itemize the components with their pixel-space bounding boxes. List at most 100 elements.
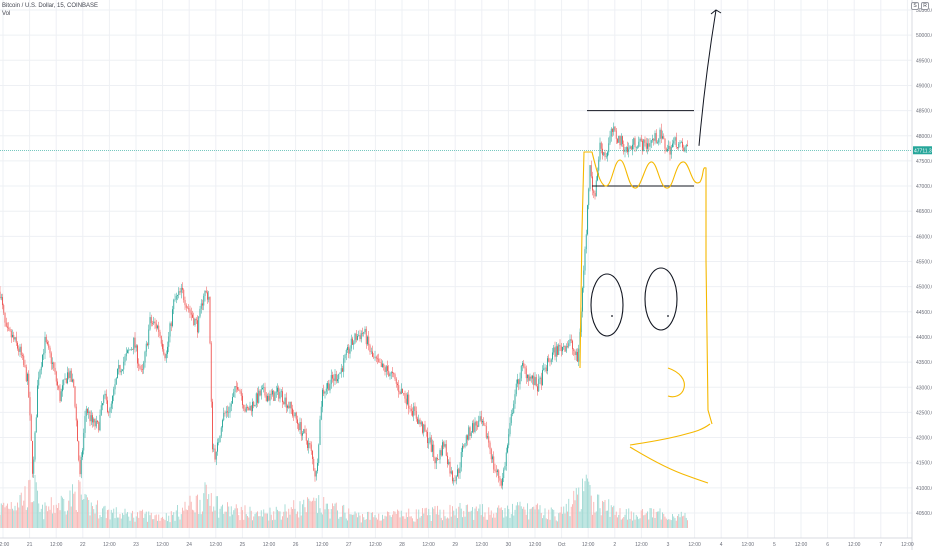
candle-body (399, 391, 401, 394)
volume-bar (579, 511, 581, 528)
candle-body (152, 323, 153, 324)
candle-body (489, 442, 491, 450)
volume-bar (254, 513, 256, 528)
volume-bar (633, 512, 635, 528)
volume-bar (437, 505, 438, 528)
time-tick-label: 12:00 (688, 542, 701, 548)
candle-body (80, 457, 82, 475)
volume-bar (43, 519, 45, 528)
candle-body (120, 370, 122, 373)
candle-body (412, 411, 413, 416)
candle-body (358, 335, 360, 336)
candle-body (202, 303, 203, 306)
volume-bar (455, 508, 457, 528)
volume-bar (60, 495, 62, 528)
volume-bar (269, 507, 271, 528)
candle-body (434, 457, 436, 464)
candle-body (154, 321, 156, 324)
candle-body (589, 165, 591, 190)
volume-bar (525, 514, 527, 528)
nose (667, 367, 685, 398)
volume-bar (185, 509, 187, 528)
candle-body (347, 347, 348, 351)
candle-body (492, 456, 493, 460)
volume-bar (500, 507, 502, 528)
candle-body (315, 471, 317, 477)
volume-bar (497, 507, 498, 528)
candle-body (377, 358, 378, 360)
candle-body (439, 450, 441, 460)
candle-body (408, 394, 410, 409)
volume-bar (259, 516, 261, 528)
candle-body (340, 368, 342, 373)
volume-bar (32, 502, 33, 528)
candle-body (610, 128, 612, 137)
candle-body (465, 435, 467, 444)
volume-bar (550, 507, 552, 528)
candle-body (8, 327, 10, 329)
candle-body (469, 427, 471, 436)
candle-body (630, 146, 632, 150)
volume-bar (653, 508, 655, 528)
candle-body (392, 371, 393, 374)
candle-body (354, 333, 356, 343)
candle-body (609, 136, 611, 144)
candle-body (128, 349, 130, 351)
volume-bar (29, 479, 31, 528)
candle-body (159, 331, 161, 336)
candle-body (243, 405, 245, 409)
volume-bar (495, 512, 497, 528)
candle-body (14, 337, 16, 340)
time-tick-label: 6 (826, 542, 829, 548)
scale-s-button[interactable]: S (911, 2, 919, 10)
candle-body (532, 375, 533, 379)
volume-bar (669, 519, 671, 528)
volume-bar (258, 516, 260, 528)
candle-body (27, 373, 28, 382)
volume-bar (270, 514, 272, 528)
candle-body (299, 422, 301, 431)
volume-bar (182, 507, 183, 528)
candle-body (350, 338, 352, 349)
candle-body (677, 147, 678, 148)
volume-bar (54, 513, 56, 528)
candle-body (149, 317, 151, 330)
volume-bar (513, 515, 515, 528)
candle-body (410, 408, 412, 412)
volume-bar (109, 519, 111, 528)
volume-bar (198, 513, 200, 528)
candle-body (502, 478, 503, 486)
volume-bar (99, 514, 101, 528)
candle-body (132, 349, 133, 350)
volume-bar (245, 514, 247, 528)
candle-body (39, 370, 41, 378)
candle-body (170, 323, 172, 326)
volume-bar (538, 509, 540, 528)
candle-body (668, 145, 670, 150)
candle-body (683, 147, 685, 152)
candle-body (607, 152, 608, 157)
candle-body (383, 363, 385, 368)
candle-body (130, 349, 132, 350)
volume-bar (344, 512, 346, 528)
candle-body (314, 470, 316, 477)
time-tick-label: 12:00 (742, 542, 755, 548)
candle-body (372, 351, 373, 357)
candle-body (385, 366, 387, 372)
price-tick-label: 45000.00 (916, 285, 932, 291)
candle-body (468, 427, 470, 440)
candle-body (643, 139, 645, 152)
candle-body (219, 435, 221, 443)
time-tick-label: 4 (720, 542, 723, 548)
volume-bar (48, 506, 50, 528)
volume-bar (13, 510, 15, 528)
scale-r-button[interactable]: R (921, 2, 929, 10)
candle-body (375, 356, 377, 359)
volume-bar (548, 509, 550, 528)
candle-body (409, 408, 411, 410)
volume-bar (355, 513, 357, 528)
time-tick-label: 12:00 (529, 542, 542, 548)
volume-bar (345, 518, 347, 528)
candle-body (250, 405, 252, 412)
